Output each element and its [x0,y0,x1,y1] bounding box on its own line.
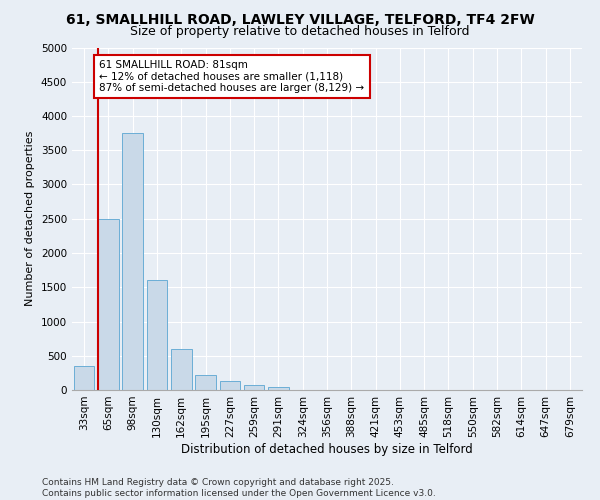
Text: 61, SMALLHILL ROAD, LAWLEY VILLAGE, TELFORD, TF4 2FW: 61, SMALLHILL ROAD, LAWLEY VILLAGE, TELF… [65,12,535,26]
Bar [122,133,143,390]
Bar [74,366,94,390]
Text: 61 SMALLHILL ROAD: 81sqm
← 12% of detached houses are smaller (1,118)
87% of sem: 61 SMALLHILL ROAD: 81sqm ← 12% of detach… [99,60,364,93]
Bar [171,349,191,390]
Bar [220,381,240,390]
Bar [98,219,119,390]
X-axis label: Distribution of detached houses by size in Telford: Distribution of detached houses by size … [181,442,473,456]
Y-axis label: Number of detached properties: Number of detached properties [25,131,35,306]
Text: Contains HM Land Registry data © Crown copyright and database right 2025.
Contai: Contains HM Land Registry data © Crown c… [42,478,436,498]
Bar [146,280,167,390]
Bar [268,386,289,390]
Bar [244,385,265,390]
Bar [195,374,216,390]
Text: Size of property relative to detached houses in Telford: Size of property relative to detached ho… [130,25,470,38]
